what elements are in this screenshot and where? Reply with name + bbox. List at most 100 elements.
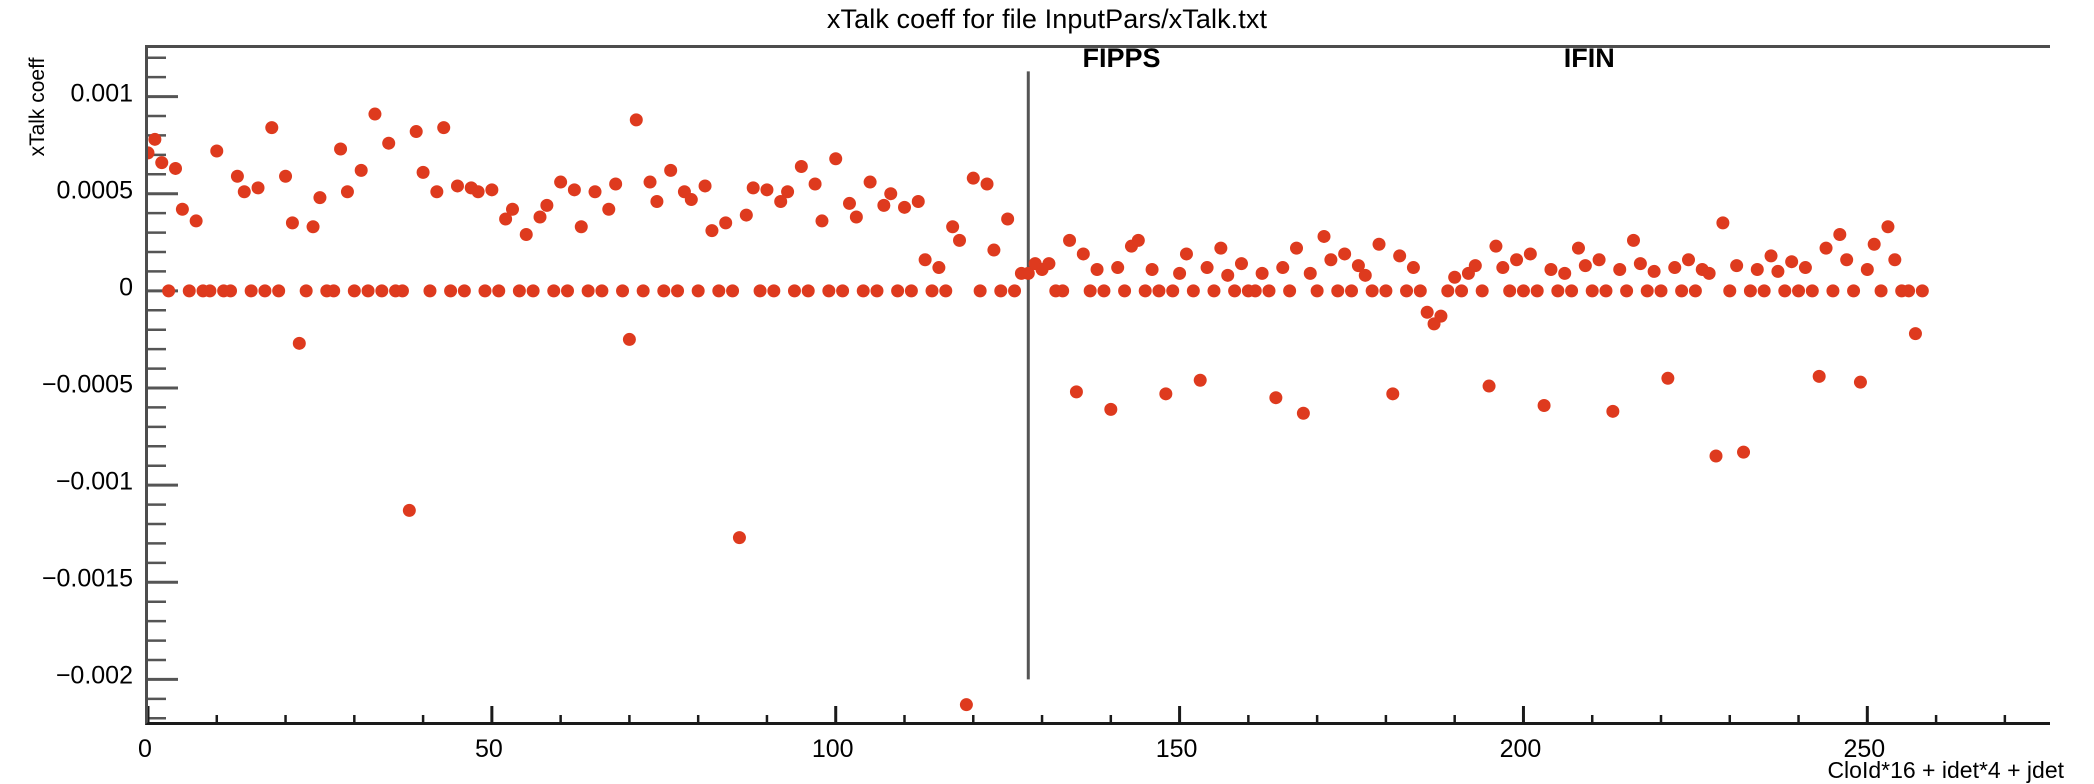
data-point bbox=[1200, 261, 1214, 275]
data-point bbox=[774, 194, 788, 208]
data-point bbox=[1613, 262, 1627, 276]
data-point bbox=[512, 284, 526, 298]
data-point bbox=[1434, 309, 1448, 323]
data-point bbox=[684, 193, 698, 207]
data-point bbox=[932, 261, 946, 275]
data-point bbox=[1262, 284, 1276, 298]
data-point bbox=[1812, 369, 1826, 383]
data-point bbox=[1104, 402, 1118, 416]
data-point bbox=[1730, 259, 1744, 273]
x-tick-label: 150 bbox=[1155, 735, 1198, 763]
data-point bbox=[1331, 284, 1345, 298]
data-point bbox=[237, 185, 251, 199]
data-point bbox=[1255, 266, 1269, 280]
data-point bbox=[842, 196, 856, 210]
data-point bbox=[1675, 284, 1689, 298]
data-point bbox=[1083, 284, 1097, 298]
data-point bbox=[1902, 284, 1916, 298]
data-point bbox=[877, 198, 891, 212]
data-point bbox=[354, 163, 368, 177]
data-point bbox=[664, 163, 678, 177]
data-point bbox=[1090, 262, 1104, 276]
data-point bbox=[815, 214, 829, 228]
data-point bbox=[395, 284, 409, 298]
data-point bbox=[636, 284, 650, 298]
data-point bbox=[719, 216, 733, 230]
data-point bbox=[554, 175, 568, 189]
data-point bbox=[1214, 241, 1228, 255]
data-point bbox=[416, 165, 430, 179]
data-point bbox=[1633, 257, 1647, 271]
data-point bbox=[1860, 262, 1874, 276]
data-point bbox=[911, 194, 925, 208]
data-point bbox=[994, 284, 1008, 298]
data-point bbox=[1111, 261, 1125, 275]
data-point bbox=[1166, 284, 1180, 298]
data-point bbox=[1324, 253, 1338, 267]
data-point bbox=[1008, 284, 1022, 298]
data-point bbox=[1338, 247, 1352, 261]
data-point bbox=[1620, 284, 1634, 298]
data-point bbox=[1833, 228, 1847, 242]
data-point bbox=[533, 210, 547, 224]
data-point bbox=[505, 202, 519, 216]
data-point bbox=[1173, 266, 1187, 280]
data-point bbox=[595, 284, 609, 298]
data-point bbox=[622, 332, 636, 346]
data-point bbox=[334, 142, 348, 156]
data-point bbox=[148, 146, 155, 160]
data-point bbox=[1571, 241, 1585, 255]
data-point bbox=[540, 198, 554, 212]
data-point bbox=[767, 284, 781, 298]
data-point bbox=[1248, 284, 1262, 298]
plot-frame bbox=[145, 45, 2050, 725]
x-tick-label: 100 bbox=[811, 735, 854, 763]
data-point bbox=[657, 284, 671, 298]
data-point bbox=[1682, 253, 1696, 267]
y-tick-label: −0.001 bbox=[55, 467, 133, 496]
y-tick-label: −0.0005 bbox=[41, 370, 133, 399]
data-point bbox=[155, 156, 169, 170]
data-point bbox=[1076, 247, 1090, 261]
data-point bbox=[1668, 261, 1682, 275]
data-point bbox=[1750, 262, 1764, 276]
data-point bbox=[175, 202, 189, 216]
data-point bbox=[1888, 253, 1902, 267]
region-label-ifin: IFIN bbox=[1563, 42, 1615, 73]
data-point bbox=[959, 698, 973, 712]
data-point bbox=[1207, 284, 1221, 298]
data-point bbox=[1159, 387, 1173, 401]
plot-area bbox=[148, 48, 2050, 722]
data-point bbox=[1393, 249, 1407, 263]
data-point bbox=[361, 284, 375, 298]
data-point bbox=[1565, 284, 1579, 298]
y-axis-title: xTalk coeff bbox=[26, 57, 49, 157]
data-point bbox=[299, 284, 313, 298]
data-point bbox=[347, 284, 361, 298]
data-point bbox=[1743, 284, 1757, 298]
data-point bbox=[561, 284, 575, 298]
data-point bbox=[973, 284, 987, 298]
data-point bbox=[1351, 259, 1365, 273]
data-point bbox=[808, 177, 822, 191]
data-point bbox=[1001, 212, 1015, 226]
data-point bbox=[1056, 284, 1070, 298]
data-point bbox=[265, 121, 279, 135]
data-point bbox=[1386, 387, 1400, 401]
data-point bbox=[884, 187, 898, 201]
data-point bbox=[1853, 375, 1867, 389]
data-point bbox=[444, 284, 458, 298]
data-point bbox=[1599, 284, 1613, 298]
data-point bbox=[1372, 237, 1386, 251]
data-point bbox=[1475, 284, 1489, 298]
data-point bbox=[402, 503, 416, 517]
data-point bbox=[897, 200, 911, 214]
y-tick-label: −0.0015 bbox=[41, 564, 133, 593]
data-point bbox=[1874, 284, 1888, 298]
data-point bbox=[739, 208, 753, 222]
data-point bbox=[1269, 391, 1283, 405]
data-point bbox=[1626, 233, 1640, 247]
data-point bbox=[1496, 261, 1510, 275]
data-point bbox=[1702, 266, 1716, 280]
data-point bbox=[519, 228, 533, 242]
